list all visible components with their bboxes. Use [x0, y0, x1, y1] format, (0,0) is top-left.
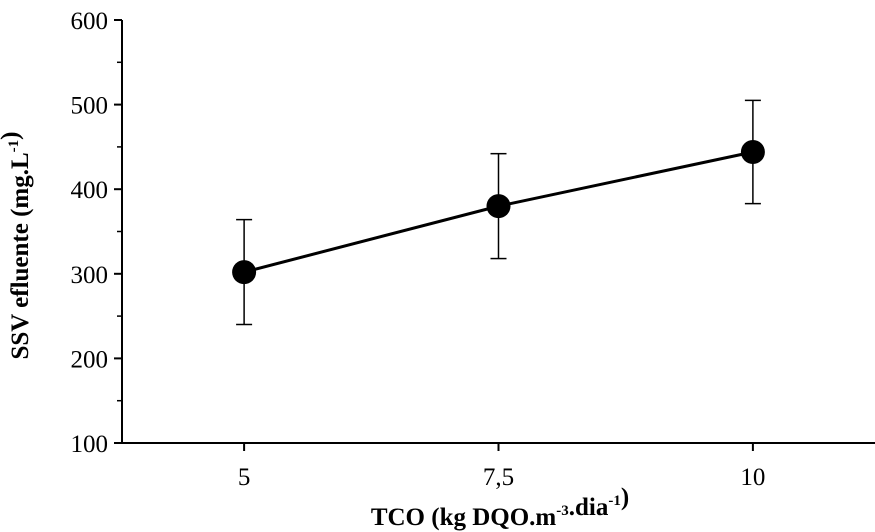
x-axis-title: TCO (kg DQO.m-3.dia-1) [371, 484, 629, 531]
y-tick-label: 200 [71, 346, 109, 373]
data-point [486, 194, 511, 219]
axis-title-text: TCO (kg DQO.m [371, 504, 557, 531]
axis-title-text: ) [621, 484, 629, 511]
axis-title-text: .dia [569, 494, 609, 521]
y-axis-title: SSV efluente (mg.L-1) [0, 131, 34, 359]
y-tick-label: 600 [71, 8, 109, 35]
x-tick-label: 5 [238, 464, 251, 491]
y-tick-label: 400 [71, 177, 109, 204]
y-tick-label: 100 [71, 431, 109, 458]
y-tick-label: 300 [71, 262, 109, 289]
data-point [232, 260, 257, 285]
x-tick-label: 10 [740, 464, 765, 491]
x-ticks: 5 7,5 10 [238, 443, 765, 491]
axis-title-text: SSV efluente (mg.L [7, 152, 34, 359]
data-points [232, 139, 765, 285]
y-ticks: 100 200 300 400 500 600 [71, 8, 122, 458]
axis-title-superscript: -1 [608, 493, 621, 509]
x-tick-label: 7,5 [483, 464, 514, 491]
axis-title-superscript: -3 [556, 503, 569, 519]
y-tick-label: 500 [71, 93, 109, 120]
axis-title-superscript: -1 [6, 140, 22, 153]
axis-title-text: ) [0, 131, 24, 139]
data-point [740, 139, 765, 164]
